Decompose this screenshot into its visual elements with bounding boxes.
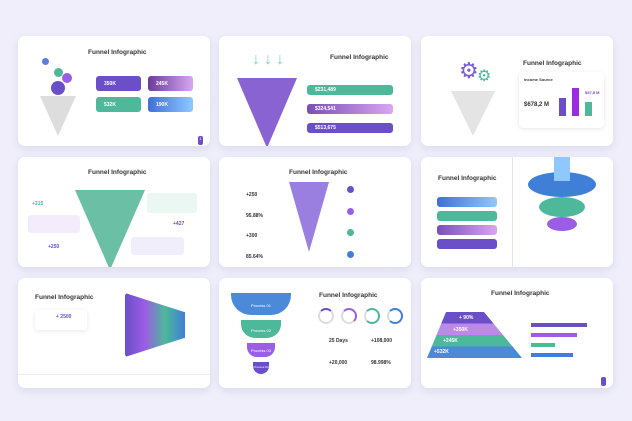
- funnel-row: $324,541: [307, 104, 393, 114]
- slide-thumbnail-5[interactable]: Funnel Infographic +250 95.88% +300 85.6…: [219, 157, 411, 267]
- progress-ring: [341, 308, 357, 324]
- funnel-level-4: Process 04: [253, 362, 269, 374]
- level-value: +245K: [443, 338, 458, 344]
- slide-title: Funnel Infographic: [88, 169, 147, 176]
- stat-value: +427: [173, 221, 185, 227]
- progress-ring: [387, 308, 403, 324]
- ball-icon: [62, 73, 72, 83]
- info-card: [147, 193, 197, 213]
- step-icon: [347, 208, 354, 215]
- slide-title: Funnel Infographic: [330, 54, 389, 61]
- divider: [512, 157, 513, 267]
- page-marker: [601, 377, 606, 386]
- stat-value: + 2500: [56, 314, 72, 320]
- info-card: [28, 215, 80, 233]
- spiral-funnel-graphic: [289, 182, 329, 252]
- funnel-graphic: [237, 78, 297, 146]
- stat-value: +315: [32, 201, 44, 207]
- side-value: $57,8 M: [585, 90, 600, 95]
- slide-thumbnail-1[interactable]: Funnel Infographic 350K 245K 532K 190K 1: [18, 36, 210, 146]
- stat-box: 245K: [148, 76, 193, 91]
- steps-graphic: [125, 293, 185, 357]
- step-icon: [347, 186, 354, 193]
- level-value: +532K: [434, 349, 449, 355]
- bar: [531, 343, 555, 347]
- slide-thumbnail-6[interactable]: Funnel Infographic: [421, 157, 613, 267]
- bar-row: [437, 211, 497, 221]
- ball-icon: [54, 68, 63, 77]
- slide-thumbnail-9[interactable]: Funnel Infographic + 90% +350K +245K +53…: [421, 278, 613, 388]
- funnel-graphic: [451, 91, 495, 136]
- bar-row: [437, 239, 497, 249]
- stat-value: 25 Days: [329, 338, 348, 344]
- funnel-level-1: Process 01: [231, 293, 291, 315]
- slide-title: Funnel Infographic: [35, 294, 94, 301]
- funnel-graphic: [547, 217, 577, 231]
- slide-thumbnail-8[interactable]: Funnel Infographic Process 01 Process 02…: [219, 278, 411, 388]
- page-number: 1: [198, 136, 203, 145]
- stat-value: +20,000: [329, 360, 348, 366]
- stat-box: 190K: [148, 97, 193, 112]
- bar: [531, 333, 577, 337]
- stat-card: [35, 310, 87, 330]
- stat-value: +300: [246, 233, 258, 239]
- step-icon: [347, 229, 354, 236]
- slide-title: Funnel Infographic: [88, 49, 147, 56]
- slide-thumbnail-3[interactable]: Funnel Infographic ⚙ ⚙ Income Source $67…: [421, 36, 613, 146]
- stat-value: +108,000: [371, 338, 392, 344]
- ball-icon: [42, 58, 49, 65]
- funnel-graphic: [40, 96, 76, 136]
- main-value: $678,2 M: [524, 102, 550, 108]
- stat-value: 98.998%: [371, 360, 391, 366]
- slide-thumbnail-4[interactable]: Funnel Infographic +315 +427 +250: [18, 157, 210, 267]
- stat-value: +250: [48, 244, 60, 250]
- chart-panel: Income Source $678,2 M $57,8 M: [519, 72, 604, 128]
- funnel-level-2: Process 02: [241, 320, 281, 338]
- slide-title: Funnel Infographic: [523, 60, 582, 67]
- bar-row: [437, 197, 497, 207]
- gear-icon: ⚙: [459, 58, 479, 83]
- slide-thumbnail-7[interactable]: Funnel Infographic + 2500: [18, 278, 210, 388]
- bar: [572, 88, 579, 116]
- timeline: [18, 374, 210, 375]
- bar: [559, 98, 566, 116]
- bar: [585, 102, 592, 116]
- gear-icon: ⚙: [477, 68, 492, 85]
- level-value: +350K: [453, 327, 468, 333]
- chart-title: Income Source: [524, 77, 553, 82]
- slide-title: Funnel Infographic: [438, 175, 497, 182]
- stat-value: 95.88%: [246, 213, 263, 219]
- slide-thumbnail-2[interactable]: Funnel Infographic ↓↓↓ $231,489 $324,541…: [219, 36, 411, 146]
- bar: [531, 323, 587, 327]
- slide-title: Funnel Infographic: [289, 169, 348, 176]
- slide-title: Funnel Infographic: [491, 290, 550, 297]
- funnel-row: $513,675: [307, 123, 393, 133]
- funnel-graphic: [539, 197, 585, 217]
- funnel-row: $231,489: [307, 85, 393, 95]
- bar: [531, 353, 573, 357]
- funnel-graphic: [75, 190, 145, 267]
- stat-value: 85.64%: [246, 254, 263, 260]
- level-value: + 90%: [459, 315, 474, 321]
- stat-box: 350K: [96, 76, 141, 91]
- slide-title: Funnel Infographic: [319, 292, 378, 299]
- progress-ring: [318, 308, 334, 324]
- bar-row: [437, 225, 497, 235]
- arrow-down-icon: [554, 157, 570, 181]
- step-icon: [347, 251, 354, 258]
- ball-icon: [51, 81, 65, 95]
- progress-ring: [364, 308, 380, 324]
- stat-value: +250: [246, 192, 258, 198]
- stat-box: 532K: [96, 97, 141, 112]
- arrow-down-icon: ↓↓↓: [252, 51, 288, 68]
- funnel-level-3: Process 03: [247, 343, 275, 357]
